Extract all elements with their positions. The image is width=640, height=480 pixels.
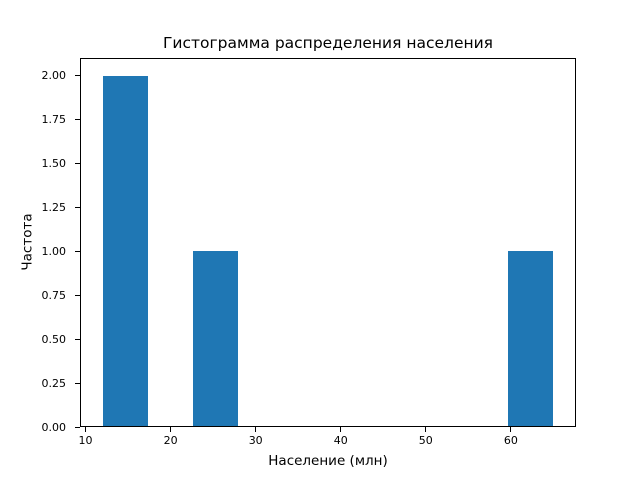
y-axis-tick-label: 1.50	[41, 156, 67, 170]
y-axis-tick	[75, 294, 80, 296]
x-axis-tick-label: 10	[78, 434, 93, 447]
y-axis-tick	[75, 250, 80, 252]
plot-area	[80, 58, 576, 427]
x-axis-tick	[255, 427, 257, 432]
y-axis-label: Частота	[19, 213, 36, 271]
y-axis-tick	[75, 162, 80, 164]
histogram-bar	[192, 251, 238, 427]
y-axis-tick-label: 0.75	[41, 288, 67, 302]
y-axis-tick	[75, 119, 80, 120]
histogram-bar	[508, 251, 554, 427]
y-axis-tick-label: 0.50	[41, 332, 67, 346]
y-axis-tick	[75, 338, 80, 340]
x-axis-label: Население (млн)	[268, 453, 388, 469]
y-axis-tick	[75, 206, 80, 208]
x-axis-tick	[170, 427, 172, 432]
y-axis-tick-label: 1.75	[41, 113, 67, 126]
y-axis-tick	[75, 75, 80, 77]
x-axis-tick-label: 30	[248, 434, 263, 447]
y-axis-tick	[75, 426, 80, 428]
y-axis-tick-label: 0.25	[41, 376, 67, 390]
histogram-bar	[102, 75, 148, 427]
y-axis-tick	[75, 382, 80, 384]
x-axis-tick-label: 20	[163, 434, 178, 447]
x-axis-tick	[510, 427, 512, 432]
x-axis-tick	[340, 427, 342, 432]
y-axis-tick-label: 1.25	[41, 200, 67, 214]
x-axis-tick-label: 60	[503, 434, 518, 447]
x-axis-tick-label: 40	[333, 434, 348, 447]
x-axis-tick	[85, 427, 86, 432]
y-axis-tick-label: 1.00	[41, 244, 67, 258]
x-axis-tick-label: 50	[418, 434, 433, 447]
y-axis-tick-label: 2.00	[41, 69, 67, 83]
y-axis-tick-label: 0.00	[41, 420, 67, 434]
x-axis-tick	[425, 427, 427, 432]
chart-title: Гистограмма распределения населения	[162, 34, 494, 52]
